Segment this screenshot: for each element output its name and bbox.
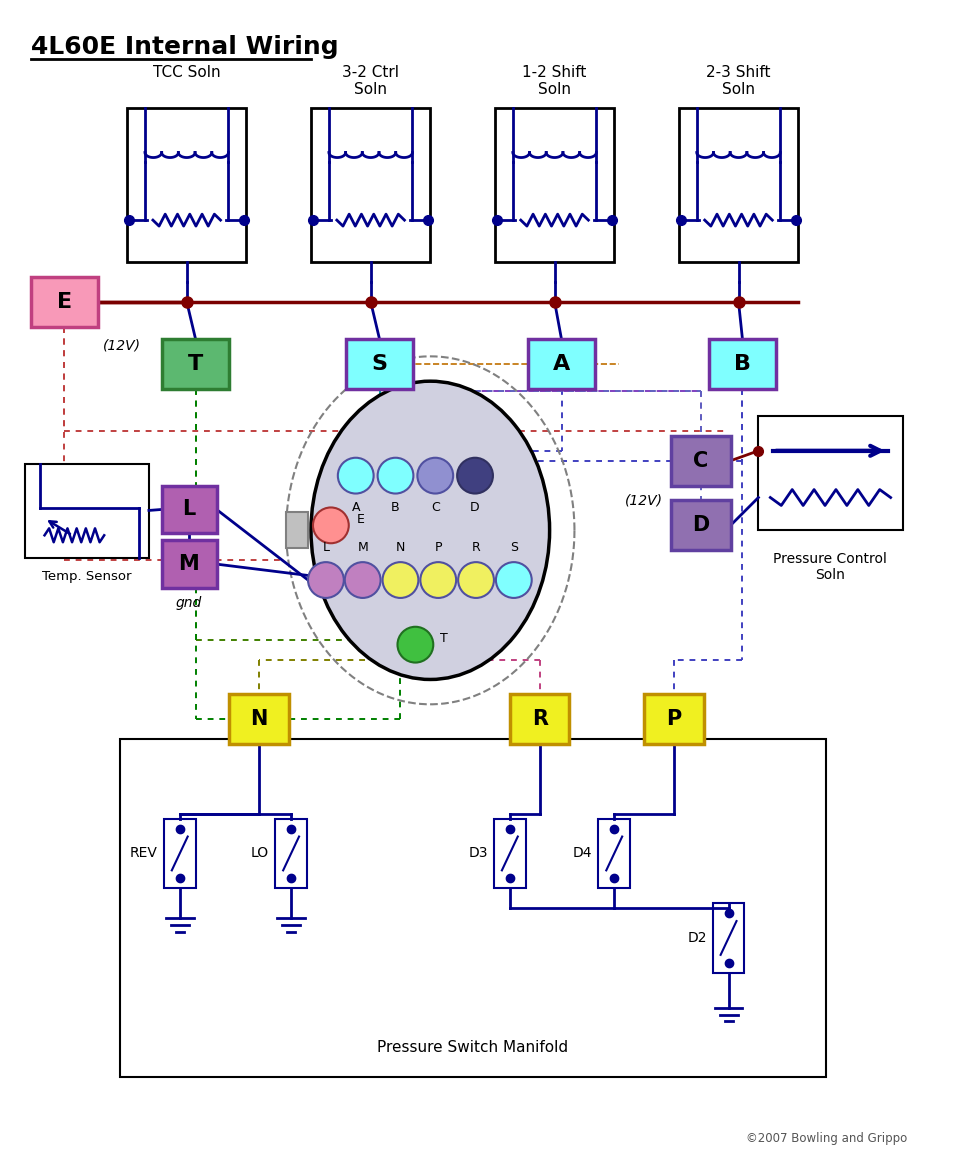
Text: 3-2 Ctrl
Soln: 3-2 Ctrl Soln [342,65,399,97]
Bar [709,339,776,389]
Circle shape [417,457,453,494]
Bar [671,436,731,486]
Text: E: E [357,513,364,526]
Text: N: N [251,710,268,730]
Text: S: S [510,541,518,554]
Text: Pressure Switch Manifold: Pressure Switch Manifold [378,1040,569,1056]
Circle shape [308,562,344,598]
Text: B: B [734,354,751,374]
Text: E: E [57,292,72,312]
Text: N: N [396,541,405,554]
Bar [311,108,430,262]
Bar [286,513,308,548]
Text: (12V): (12V) [625,494,663,508]
Text: TCC Soln: TCC Soln [153,65,221,80]
Bar [25,463,148,558]
Text: T: T [188,354,203,374]
Bar [527,339,596,389]
Bar [162,541,217,588]
Text: gnd: gnd [175,596,201,610]
Text: ©2007 Bowling and Grippo: ©2007 Bowling and Grippo [746,1132,907,1145]
Circle shape [495,562,532,598]
Text: L: L [322,541,330,554]
Bar [162,486,217,534]
Text: A: A [352,502,360,515]
Bar [31,277,98,326]
Text: D4: D4 [573,847,592,861]
Text: REV: REV [130,847,158,861]
Bar [494,819,525,888]
Bar [495,108,614,262]
Bar [712,903,744,972]
Bar [162,339,229,389]
Text: R: R [532,710,548,730]
Bar [127,108,247,262]
Text: M: M [358,541,368,554]
Text: 2-3 Shift
Soln: 2-3 Shift Soln [707,65,771,97]
Bar [599,819,630,888]
Circle shape [313,508,349,543]
Text: S: S [371,354,388,374]
Circle shape [397,626,433,663]
Bar [164,819,196,888]
Text: D2: D2 [687,931,707,945]
Text: B: B [391,502,400,515]
Text: A: A [553,354,570,374]
Text: P: P [666,710,682,730]
Text: 1-2 Shift
Soln: 1-2 Shift Soln [522,65,587,97]
Bar [510,694,570,744]
Text: Temp. Sensor: Temp. Sensor [41,570,131,583]
Bar [759,416,902,530]
Bar [644,694,704,744]
Text: C: C [693,450,709,470]
Bar [671,501,731,550]
Text: LO: LO [251,847,269,861]
Text: Pressure Control
Soln: Pressure Control Soln [773,552,887,583]
Bar [229,694,289,744]
Ellipse shape [311,381,549,679]
Circle shape [457,457,493,494]
Circle shape [337,457,374,494]
Circle shape [378,457,414,494]
Text: M: M [178,554,200,574]
Text: (12V): (12V) [103,339,141,352]
Text: P: P [435,541,442,554]
Bar [346,339,414,389]
Bar [679,108,798,262]
Circle shape [458,562,494,598]
Text: T: T [441,632,448,645]
Bar [120,739,826,1077]
Text: D: D [470,502,480,515]
Text: D: D [692,515,710,535]
Text: R: R [471,541,480,554]
Circle shape [345,562,381,598]
Bar [275,819,307,888]
Circle shape [383,562,418,598]
Text: C: C [431,502,440,515]
Circle shape [420,562,456,598]
Text: 4L60E Internal Wiring: 4L60E Internal Wiring [31,35,338,59]
Text: L: L [182,500,196,520]
Text: D3: D3 [469,847,488,861]
